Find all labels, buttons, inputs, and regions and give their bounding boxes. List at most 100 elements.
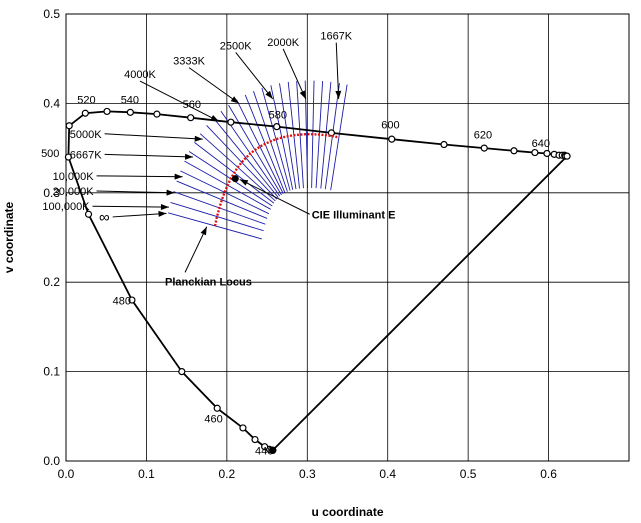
y-tick-label: 0.1 xyxy=(43,365,60,379)
wavelength-marker xyxy=(261,443,269,451)
annotation-arrows xyxy=(92,42,342,273)
wavelength-marker xyxy=(153,110,161,118)
y-tick-label: 0.5 xyxy=(43,7,60,21)
wavelength-marker xyxy=(227,118,235,126)
wavelength-marker xyxy=(563,152,571,160)
tick-labels: 0.0 0.1 0.2 0.3 0.4 0.5 0.6 0.0 0.1 0.2 0.3 0.4 0.5 xyxy=(43,7,557,481)
y-tick-label: 0.0 xyxy=(43,454,60,468)
cct-label: ∞ xyxy=(99,209,110,226)
cct-label: 2500K xyxy=(220,40,252,52)
spectral-locus xyxy=(64,107,571,454)
arrow-head xyxy=(230,96,239,104)
y-axis-title: v coordinate xyxy=(2,202,16,274)
cct-label: 1667K xyxy=(320,31,352,43)
arrow-head xyxy=(194,135,203,142)
cct-label: 3333K xyxy=(173,56,205,68)
wavelength-label: 520 xyxy=(77,94,95,106)
arrow-head xyxy=(335,90,342,99)
arrow-head xyxy=(239,179,249,186)
cct-label: 100,000K xyxy=(42,201,90,213)
arrow-line xyxy=(92,205,169,208)
x-tick-label: 0.3 xyxy=(299,467,316,481)
wavelength-label: 580 xyxy=(269,110,287,122)
arrow-line xyxy=(96,190,175,194)
arrow-head xyxy=(299,90,306,99)
wavelength-marker xyxy=(128,296,136,304)
arrow-head xyxy=(200,226,207,236)
wavelength-marker xyxy=(65,122,73,130)
arrow-line xyxy=(184,226,208,273)
arrow-head xyxy=(166,189,175,196)
isotherm-line xyxy=(296,81,304,189)
wavelength-marker xyxy=(213,404,221,412)
cct-label: 6667K xyxy=(70,149,102,161)
plot-frame xyxy=(65,13,630,462)
arrow-line xyxy=(282,48,307,100)
wavelength-marker xyxy=(187,114,195,122)
x-tick-label: 0.0 xyxy=(58,467,75,481)
x-tick-label: 0.2 xyxy=(219,467,236,481)
x-tick-label: 0.6 xyxy=(540,467,557,481)
arrow-head xyxy=(265,90,273,99)
illuminant-e-point xyxy=(231,175,239,183)
isotherm-line xyxy=(170,201,264,232)
text-labels: 440 460 480 500 520 540 560 580 600 620 640 1667K 20… xyxy=(41,31,550,458)
wavelength-marker xyxy=(440,140,448,149)
wavelength-label: 440 xyxy=(255,446,273,458)
cct-label: 5000K xyxy=(70,129,102,141)
arrow-line xyxy=(239,178,310,215)
cct-label: 10,000K xyxy=(53,171,95,183)
wavelength-label: 460 xyxy=(204,414,222,426)
wavelength-label: 480 xyxy=(113,296,131,308)
wavelength-marker xyxy=(103,107,111,116)
wavelength-marker xyxy=(510,147,518,155)
wavelength-label: 540 xyxy=(121,94,139,106)
wavelength-label: 500 xyxy=(41,148,59,160)
wavelength-marker xyxy=(239,424,247,432)
y-tick-label: 0.3 xyxy=(43,186,60,200)
x-tick-label: 0.5 xyxy=(460,467,477,481)
annotation-label: CIE Illuminant E xyxy=(312,209,396,221)
locus-end-marker xyxy=(269,446,277,454)
arrow-line xyxy=(235,52,274,100)
arrow-line xyxy=(104,133,203,140)
cct-label: 4000K xyxy=(124,69,156,81)
wavelength-marker xyxy=(64,153,73,161)
wavelength-marker xyxy=(81,109,89,117)
wavelength-marker xyxy=(84,210,93,218)
arrow-line xyxy=(96,175,183,178)
wavelength-label: 600 xyxy=(381,119,399,131)
arrow-head xyxy=(158,210,167,217)
isotherm-line xyxy=(236,99,284,194)
cct-label: 2000K xyxy=(267,37,299,49)
wavelength-marker xyxy=(251,435,259,444)
isotherm-line xyxy=(270,85,294,190)
isotherm-line xyxy=(213,117,279,198)
arrow-line xyxy=(139,80,220,122)
wavelength-label: 640 xyxy=(532,138,550,150)
y-tick-label: 0.4 xyxy=(43,96,60,110)
wavelength-label: 620 xyxy=(474,129,492,141)
arrow-head xyxy=(210,114,219,122)
arrow-line xyxy=(112,212,167,218)
isotherm-line xyxy=(176,180,268,219)
x-tick-label: 0.1 xyxy=(138,467,155,481)
arrow-head xyxy=(160,204,169,211)
y-tick-label: 0.2 xyxy=(43,275,60,289)
planckian-locus xyxy=(213,133,340,227)
arrow-line xyxy=(335,42,340,99)
isotherm-line xyxy=(206,125,278,200)
x-axis-title: u coordinate xyxy=(311,505,383,519)
arrow-head xyxy=(184,153,194,160)
wavelength-marker xyxy=(327,129,336,137)
arrow-line xyxy=(188,67,240,104)
wavelength-marker xyxy=(273,123,281,131)
purple-line xyxy=(272,155,568,451)
wavelength-marker xyxy=(480,144,488,152)
isotherm-line xyxy=(261,87,291,191)
wavelength-marker xyxy=(531,148,539,157)
wavelength-marker xyxy=(543,149,551,158)
wavelength-marker xyxy=(388,135,396,143)
wavelength-label: 560 xyxy=(183,99,201,111)
